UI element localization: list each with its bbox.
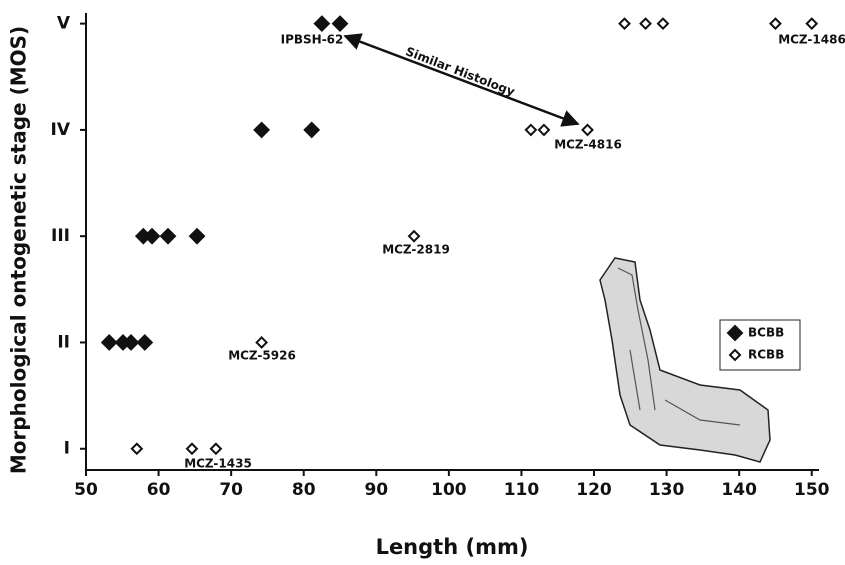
open-diamond — [537, 123, 551, 137]
filled-diamond — [159, 227, 177, 245]
arrow — [343, 33, 580, 127]
open-diamond — [805, 17, 819, 31]
open-diamond — [728, 348, 742, 362]
filled-diamond — [303, 121, 321, 139]
y-tick-label: I — [64, 439, 70, 459]
x-tick-label: 60 — [147, 480, 171, 500]
x-tick-label: 70 — [219, 480, 243, 500]
annotation: Similar Histology — [404, 44, 517, 99]
annotation: MCZ-1486 — [778, 33, 845, 47]
y-axis-label: Morphological ontogenetic stage (MOS) — [7, 26, 31, 474]
filled-diamond — [726, 324, 744, 342]
open-diamond — [639, 17, 652, 31]
filled-diamond — [100, 334, 118, 351]
x-tick-label: 110 — [504, 480, 540, 500]
y-tick-label: III — [51, 226, 70, 246]
filled-diamond — [331, 15, 349, 33]
annotation: MCZ-5926 — [228, 349, 296, 363]
x-tick-label: 100 — [431, 480, 467, 500]
open-diamond — [524, 123, 538, 137]
open-diamond — [618, 17, 631, 31]
open-diamond — [209, 442, 223, 456]
bone-illustration — [599, 257, 771, 463]
x-tick-label: 90 — [364, 480, 388, 500]
y-tick-label: IV — [51, 120, 71, 140]
annotation: IPBSH-62 — [281, 33, 344, 47]
y-tick-label: V — [57, 14, 71, 34]
annotation: MCZ-1435 — [184, 457, 252, 471]
open-diamond — [185, 442, 199, 456]
x-tick-label: 50 — [74, 480, 98, 500]
annotation: MCZ-4816 — [554, 138, 622, 152]
filled-diamond — [143, 227, 161, 245]
open-diamond — [769, 17, 782, 31]
filled-diamond — [253, 121, 271, 139]
legend-label: BCBB — [748, 326, 784, 340]
x-tick-label: 140 — [721, 480, 757, 500]
x-tick-label: 130 — [649, 480, 685, 500]
open-diamond — [130, 442, 144, 456]
annotation: MCZ-2819 — [382, 243, 450, 257]
x-tick-label: 120 — [576, 480, 612, 500]
filled-diamond — [136, 334, 154, 351]
open-diamond — [255, 336, 269, 349]
legend-label: RCBB — [748, 348, 784, 362]
filled-diamond — [188, 227, 206, 245]
x-tick-label: 150 — [794, 480, 830, 500]
open-diamond — [656, 17, 670, 31]
x-tick-label: 80 — [292, 480, 316, 500]
open-diamond — [407, 229, 421, 243]
y-tick-label: II — [57, 332, 70, 352]
filled-diamond — [313, 15, 331, 33]
x-axis-label: Length (mm) — [376, 535, 529, 559]
filled-diamond — [122, 334, 140, 351]
open-diamond — [581, 123, 594, 137]
